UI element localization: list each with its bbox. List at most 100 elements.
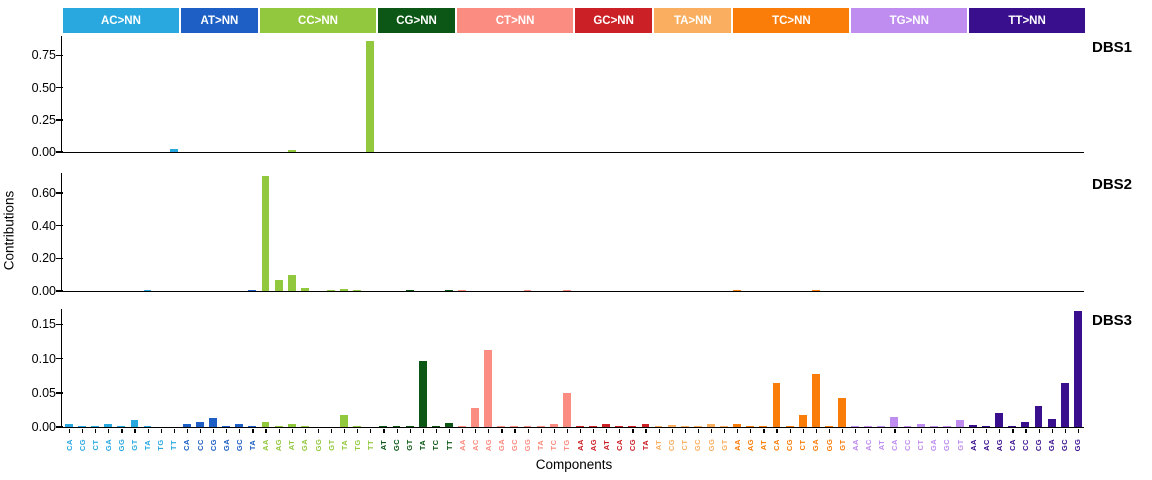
legend-group-CG-NN: CG>NN (377, 8, 456, 33)
y-tick-label: 0.75 (31, 48, 56, 63)
bar-DBS3-49 (707, 424, 715, 427)
y-tick-label: 0.25 (31, 112, 56, 127)
x-tick (684, 428, 686, 433)
bar-DBS2-21 (340, 289, 349, 291)
y-tick (56, 86, 63, 89)
x-tick (199, 428, 202, 433)
bar-DBS3-77 (1073, 310, 1082, 427)
bar-DBS3-4 (117, 426, 126, 427)
x-tick (304, 428, 306, 433)
x-tick (750, 428, 752, 433)
legend-group-CC-NN: CC>NN (260, 8, 376, 33)
x-tick (448, 428, 451, 433)
bar-DBS3-34 (510, 426, 519, 427)
bar-DBS3-60 (851, 426, 860, 427)
x-tick (724, 428, 726, 433)
bar-DBS3-71 (995, 412, 1004, 427)
x-tick (1038, 428, 1040, 433)
bar-DBS3-28 (431, 426, 440, 427)
x-tick (186, 428, 189, 433)
y-tick-label: 0.20 (31, 251, 56, 266)
bar-DBS3-17 (287, 423, 296, 427)
bar-DBS2-15 (261, 175, 270, 291)
legend-group-TA-NN: TA>NN (654, 8, 732, 33)
y-tick-label: 0.00 (31, 420, 56, 434)
bar-DBS3-42 (615, 426, 624, 427)
x-tick (842, 428, 844, 433)
bar-DBS3-2 (91, 425, 100, 427)
bar-DBS3-70 (982, 425, 991, 427)
y-tick (56, 192, 63, 194)
x-tick (357, 428, 359, 433)
x-tick (383, 428, 385, 433)
y-tick-label: 0.40 (31, 218, 56, 233)
x-tick (108, 428, 110, 433)
bar-DBS3-55 (785, 426, 794, 427)
x-tick (265, 428, 267, 433)
bar-DBS2-22 (353, 290, 362, 291)
x-tick (855, 428, 857, 433)
x-tick (160, 428, 162, 433)
bar-DBS3-73 (1021, 421, 1030, 427)
bar-DBS3-21 (340, 414, 349, 427)
bar-DBS3-72 (1008, 426, 1017, 427)
x-tick (291, 428, 293, 433)
legend-group-label: GC>NN (593, 14, 634, 27)
x-tick (435, 428, 437, 433)
bar-DBS3-67 (942, 426, 951, 427)
x-tick (658, 428, 660, 433)
bar-DBS3-6 (143, 426, 152, 427)
panel-label-DBS3: DBS3 (1092, 312, 1133, 329)
bar-DBS3-46 (667, 424, 676, 427)
group-legend: AC>NN AT>NN CC>NN CG>NN CT>NN GC>NN TA>NN TC>NN… (63, 8, 1085, 33)
x-tick (331, 428, 333, 433)
bar-DBS3-68 (955, 420, 964, 427)
bar-DBS3-1 (78, 426, 86, 427)
bar-DBS3-43 (628, 426, 637, 427)
panel-DBS1 (61, 36, 1085, 153)
bar-DBS3-31 (471, 407, 480, 427)
y-tick (56, 224, 63, 227)
x-tick (671, 428, 673, 433)
x-tick (815, 428, 817, 433)
bar-DBS3-25 (392, 426, 401, 427)
x-tick (173, 428, 175, 433)
bar-DBS3-16 (274, 426, 283, 427)
x-tick (527, 428, 529, 433)
legend-group-label: TA>NN (673, 14, 712, 27)
y-tick (56, 290, 63, 292)
legend-group-label: AT>NN (200, 14, 239, 27)
bar-DBS3-66 (929, 426, 938, 427)
x-tick (82, 428, 84, 433)
panel-DBS3 (61, 309, 1085, 428)
bar-DBS3-44 (641, 424, 650, 427)
x-tick (121, 428, 123, 433)
bar-DBS3-56 (798, 414, 807, 427)
x-tick (1064, 428, 1066, 433)
legend-group-label: CC>NN (298, 14, 338, 27)
bar-DBS3-36 (536, 425, 545, 427)
legend-group-TG-NN: TG>NN (851, 8, 968, 33)
legend-group-TT-NN: TT>NN (969, 8, 1085, 33)
y-tick (56, 257, 63, 260)
x-tick (1077, 428, 1080, 433)
bar-DBS2-57 (811, 290, 820, 291)
bar-DBS3-64 (903, 426, 912, 427)
bar-DBS2-17 (287, 274, 296, 291)
y-tick (56, 54, 63, 57)
bar-DBS3-63 (890, 416, 899, 427)
legend-group-label: TC>NN (772, 14, 811, 27)
x-tick (226, 428, 228, 433)
bar-DBS3-65 (916, 423, 925, 427)
x-tick (986, 428, 988, 433)
bar-DBS3-48 (693, 426, 702, 427)
bar-DBS3-61 (864, 426, 873, 427)
x-tick (868, 428, 870, 433)
x-tick (1051, 428, 1053, 433)
x-tick (579, 428, 582, 433)
bar-DBS2-38 (562, 290, 571, 291)
y-tick-label: 0.00 (31, 284, 56, 298)
bar-DBS2-16 (274, 280, 283, 291)
legend-group-label: TT>NN (1008, 14, 1046, 27)
